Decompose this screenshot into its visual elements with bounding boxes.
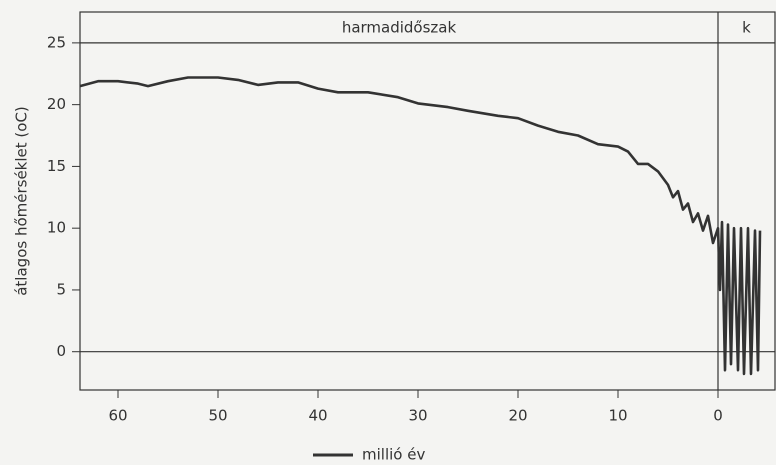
y-tick-label: 5 <box>56 280 66 298</box>
period-label: harmadidőszak <box>342 19 457 37</box>
y-tick-label: 0 <box>56 342 66 360</box>
y-tick-label: 25 <box>47 33 66 51</box>
y-tick-label: 10 <box>47 219 66 237</box>
y-tick-label: 15 <box>47 157 66 175</box>
period-label: k <box>742 19 751 37</box>
x-tick-label: 0 <box>713 407 723 425</box>
y-axis-label: átlagos hőmérséklet (oC) <box>13 106 31 296</box>
x-tick-label: 40 <box>308 407 327 425</box>
x-tick-label: 10 <box>608 407 627 425</box>
line <box>79 76 762 376</box>
y-tick-label: 20 <box>47 95 66 113</box>
x-tick-label: 20 <box>508 407 527 425</box>
x-tick-label: 50 <box>208 407 227 425</box>
x-tick-label: 60 <box>108 407 127 425</box>
x-axis-label: millió év <box>362 446 425 464</box>
plot-frame <box>79 11 776 391</box>
x-tick-label: 30 <box>408 407 427 425</box>
